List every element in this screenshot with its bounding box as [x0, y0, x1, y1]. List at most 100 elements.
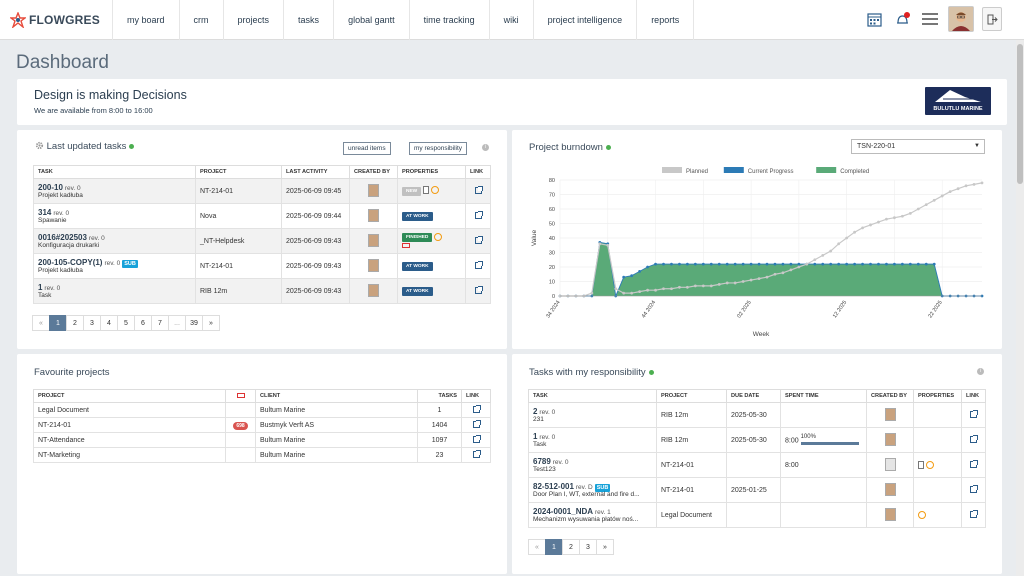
page-3[interactable]: 3	[83, 315, 101, 331]
external-link-icon[interactable]	[474, 260, 483, 269]
table-row[interactable]: 0016#202503 rev. 0 Konfiguracja drukarki …	[33, 228, 491, 254]
task-project[interactable]: RIB 12m	[656, 402, 727, 428]
page-next[interactable]: »	[202, 315, 220, 331]
task-project[interactable]: NT-214-01	[656, 452, 727, 478]
external-link-icon[interactable]	[474, 235, 483, 244]
table-row[interactable]: NT-Attendance Bultum Marine 1097	[33, 432, 491, 448]
external-link-icon[interactable]	[472, 404, 481, 413]
page-6[interactable]: 6	[134, 315, 152, 331]
task-project[interactable]: NT-214-01	[656, 477, 727, 503]
external-link-icon[interactable]	[970, 509, 978, 518]
col-project[interactable]: PROJECT	[656, 389, 727, 403]
col-project[interactable]: PROJECT	[33, 389, 226, 403]
user-avatar[interactable]	[948, 6, 974, 32]
page-3[interactable]: 3	[579, 539, 597, 555]
page-next[interactable]: »	[596, 539, 614, 555]
unread-items-button[interactable]: unread items	[343, 142, 391, 155]
task-project[interactable]: Legal Document	[656, 502, 727, 528]
col-task[interactable]: TASK	[33, 165, 196, 179]
info-icon[interactable]: i	[482, 144, 489, 151]
page-4[interactable]: 4	[100, 315, 118, 331]
task-name[interactable]: 0016#202503	[38, 233, 87, 242]
my-responsibility-button[interactable]: my responsibility	[409, 142, 468, 155]
nav-time-tracking[interactable]: time tracking	[408, 0, 489, 40]
nav-tasks[interactable]: tasks	[283, 0, 333, 40]
col-due-date[interactable]: DUE DATE	[726, 389, 781, 403]
task-name[interactable]: 2024-0001_NDA	[533, 507, 594, 516]
task-name[interactable]: 2	[533, 407, 538, 416]
nav-my-board[interactable]: my board	[112, 0, 179, 40]
table-row[interactable]: NT-214-01 698 Bustmyk Verft AS 1404	[33, 417, 491, 433]
table-row[interactable]: Legal Document Bultum Marine 1	[33, 402, 491, 418]
table-row[interactable]: 82-512-001 rev. D SUB Door Plan I, WT, ext…	[528, 477, 986, 503]
project-name[interactable]: NT-Marketing	[33, 447, 226, 463]
external-link-icon[interactable]	[472, 419, 481, 428]
table-row[interactable]: 200-10 rev. 0 Projekt kadłuba NT-214-01 2…	[33, 178, 491, 204]
table-row[interactable]: 314 rev. 0 Spawanie Nova 2025-06-09 09:44…	[33, 203, 491, 229]
task-project[interactable]: NT-214-01	[195, 178, 282, 204]
page-1[interactable]: 1	[545, 539, 563, 555]
logout-button[interactable]	[982, 7, 1002, 31]
task-project[interactable]: Nova	[195, 203, 282, 229]
task-name[interactable]: 82-512-001	[533, 482, 574, 491]
task-name[interactable]: 200-105-COPY(1)	[38, 258, 103, 267]
page-7[interactable]: 7	[151, 315, 169, 331]
unread-count-badge[interactable]: 698	[233, 421, 248, 430]
gear-icon[interactable]	[35, 141, 44, 150]
external-link-icon[interactable]	[474, 185, 483, 194]
col-task[interactable]: TASK	[528, 389, 657, 403]
external-link-icon[interactable]	[472, 449, 481, 458]
page-scrollbar[interactable]	[1016, 40, 1024, 576]
notification-bell-icon[interactable]	[892, 9, 912, 29]
col-client[interactable]: CLIENT	[255, 389, 418, 403]
table-row[interactable]: 1 rev. 0 Task RIB 12m 2025-06-09 09:43 AT…	[33, 278, 491, 304]
flowgres-logo[interactable]: FLOWGRES	[10, 11, 100, 29]
project-name[interactable]: Legal Document	[33, 402, 226, 418]
external-link-icon[interactable]	[474, 285, 483, 294]
task-name[interactable]: 6789	[533, 457, 551, 466]
menu-icon[interactable]	[920, 9, 940, 29]
page-scrollbar-thumb[interactable]	[1017, 44, 1023, 184]
project-select[interactable]: TSN-220-01 ▼	[851, 139, 985, 154]
table-row[interactable]: 2 rev. 0 231 RIB 12m 2025-05-30	[528, 402, 986, 428]
table-row[interactable]: 1 rev. 0 Task RIB 12m 2025-05-30 8:00 100…	[528, 427, 986, 453]
external-link-icon[interactable]	[970, 459, 978, 468]
info-icon[interactable]: i	[977, 368, 984, 375]
external-link-icon[interactable]	[970, 484, 978, 493]
nav-reports[interactable]: reports	[636, 0, 695, 40]
page-1[interactable]: 1	[49, 315, 67, 331]
col-tasks[interactable]: TASKS	[417, 389, 462, 403]
page-5[interactable]: 5	[117, 315, 135, 331]
table-row[interactable]: 2024-0001_NDA rev. 1 Mechanizm wysuwania …	[528, 502, 986, 528]
task-project[interactable]: NT-214-01	[195, 253, 282, 279]
nav-project-intelligence[interactable]: project intelligence	[532, 0, 637, 40]
nav-global-gantt[interactable]: global gantt	[333, 0, 409, 40]
task-project[interactable]: _NT-Helpdesk	[195, 228, 282, 254]
col-last-activity[interactable]: LAST ACTIVITY	[281, 165, 350, 179]
external-link-icon[interactable]	[970, 434, 978, 443]
external-link-icon[interactable]	[970, 409, 978, 418]
task-name[interactable]: 1	[38, 283, 43, 292]
table-row[interactable]: 200-105-COPY(1) rev. 0 SUB Projekt kadłuba…	[33, 253, 491, 279]
nav-crm[interactable]: crm	[178, 0, 223, 40]
project-name[interactable]: NT-Attendance	[33, 432, 226, 448]
page-2[interactable]: 2	[66, 315, 84, 331]
page-2[interactable]: 2	[562, 539, 580, 555]
page-39[interactable]: 39	[185, 315, 203, 331]
nav-wiki[interactable]: wiki	[488, 0, 533, 40]
table-row[interactable]: NT-Marketing Bultum Marine 23	[33, 447, 491, 463]
task-name[interactable]: 200-10	[38, 183, 63, 192]
page-prev[interactable]: «	[528, 539, 546, 555]
external-link-icon[interactable]	[472, 434, 481, 443]
task-name[interactable]: 314	[38, 208, 52, 217]
external-link-icon[interactable]	[474, 210, 483, 219]
task-name[interactable]: 1	[533, 432, 538, 441]
col-project[interactable]: PROJECT	[195, 165, 282, 179]
nav-projects[interactable]: projects	[222, 0, 284, 40]
calendar-icon[interactable]	[864, 9, 884, 29]
table-row[interactable]: 6789 rev. 0 Test123 NT-214-01 8:00	[528, 452, 986, 478]
task-project[interactable]: RIB 12m	[656, 427, 727, 453]
project-name[interactable]: NT-214-01	[33, 417, 226, 433]
page-prev[interactable]: «	[32, 315, 50, 331]
task-project[interactable]: RIB 12m	[195, 278, 282, 304]
